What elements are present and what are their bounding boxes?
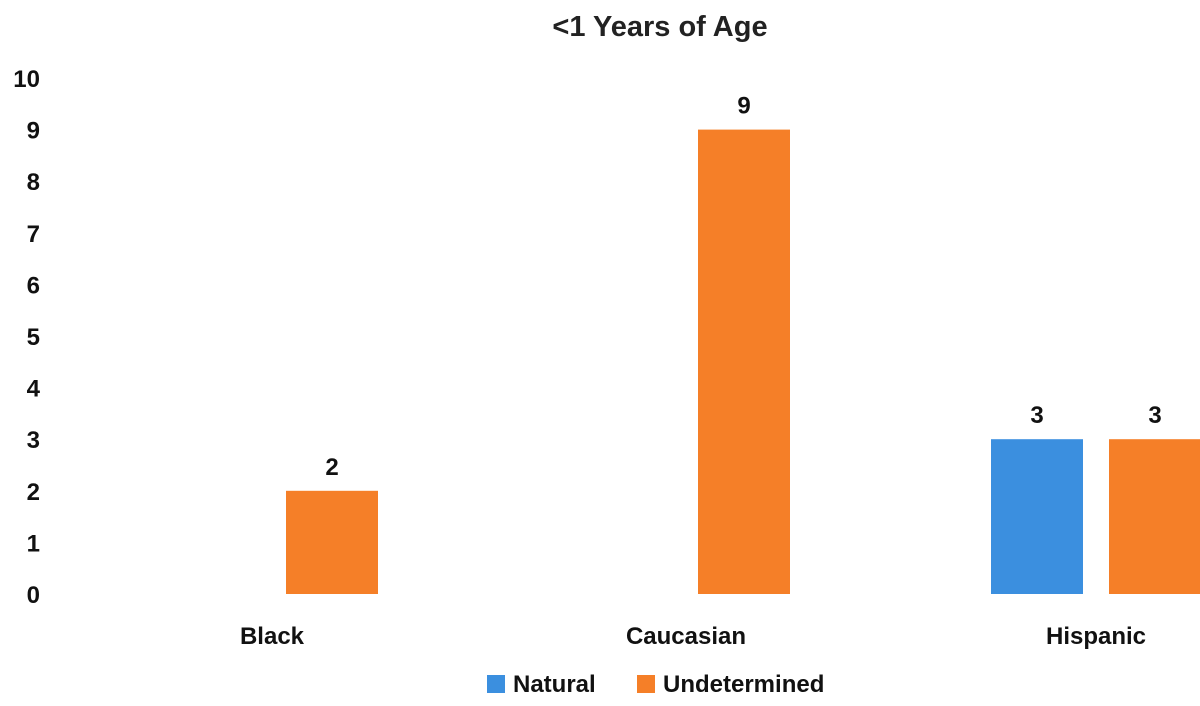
chart-title: <1 Years of Age [552, 11, 767, 43]
legend-label-undetermined: Undetermined [663, 671, 824, 698]
y-tick-label: 1 [27, 530, 40, 557]
data-labels-group: 2 9 3 3 [325, 93, 1161, 481]
legend-swatch-undetermined [637, 675, 655, 693]
y-tick-label: 6 [27, 272, 40, 299]
category-label: Caucasian [626, 623, 746, 650]
y-tick-label: 7 [27, 221, 40, 248]
y-tick-label: 10 [13, 66, 40, 93]
y-axis-ticks: 0 1 2 3 4 5 6 7 8 9 10 [13, 66, 40, 609]
category-label: Black [240, 623, 305, 650]
legend-swatch-natural [487, 675, 505, 693]
data-label: 9 [737, 93, 750, 120]
y-tick-label: 2 [27, 479, 40, 506]
legend: Natural Undetermined [487, 671, 824, 698]
bar-natural-hispanic [991, 439, 1083, 594]
data-label: 3 [1148, 402, 1161, 429]
y-tick-label: 3 [27, 427, 40, 454]
data-label: 2 [325, 454, 338, 481]
y-tick-label: 4 [27, 376, 41, 403]
bar-undetermined-caucasian [698, 129, 790, 594]
y-tick-label: 9 [27, 118, 40, 145]
data-label: 3 [1030, 402, 1043, 429]
y-tick-label: 0 [27, 582, 40, 609]
category-label: Hispanic [1046, 623, 1146, 650]
y-tick-label: 8 [27, 169, 40, 196]
bars-group [286, 129, 1200, 594]
y-tick-label: 5 [27, 324, 40, 351]
bar-undetermined-hispanic [1109, 439, 1200, 594]
legend-label-natural: Natural [513, 671, 596, 698]
bar-undetermined-black [286, 490, 378, 594]
category-labels: Black Caucasian Hispanic [240, 623, 1146, 650]
